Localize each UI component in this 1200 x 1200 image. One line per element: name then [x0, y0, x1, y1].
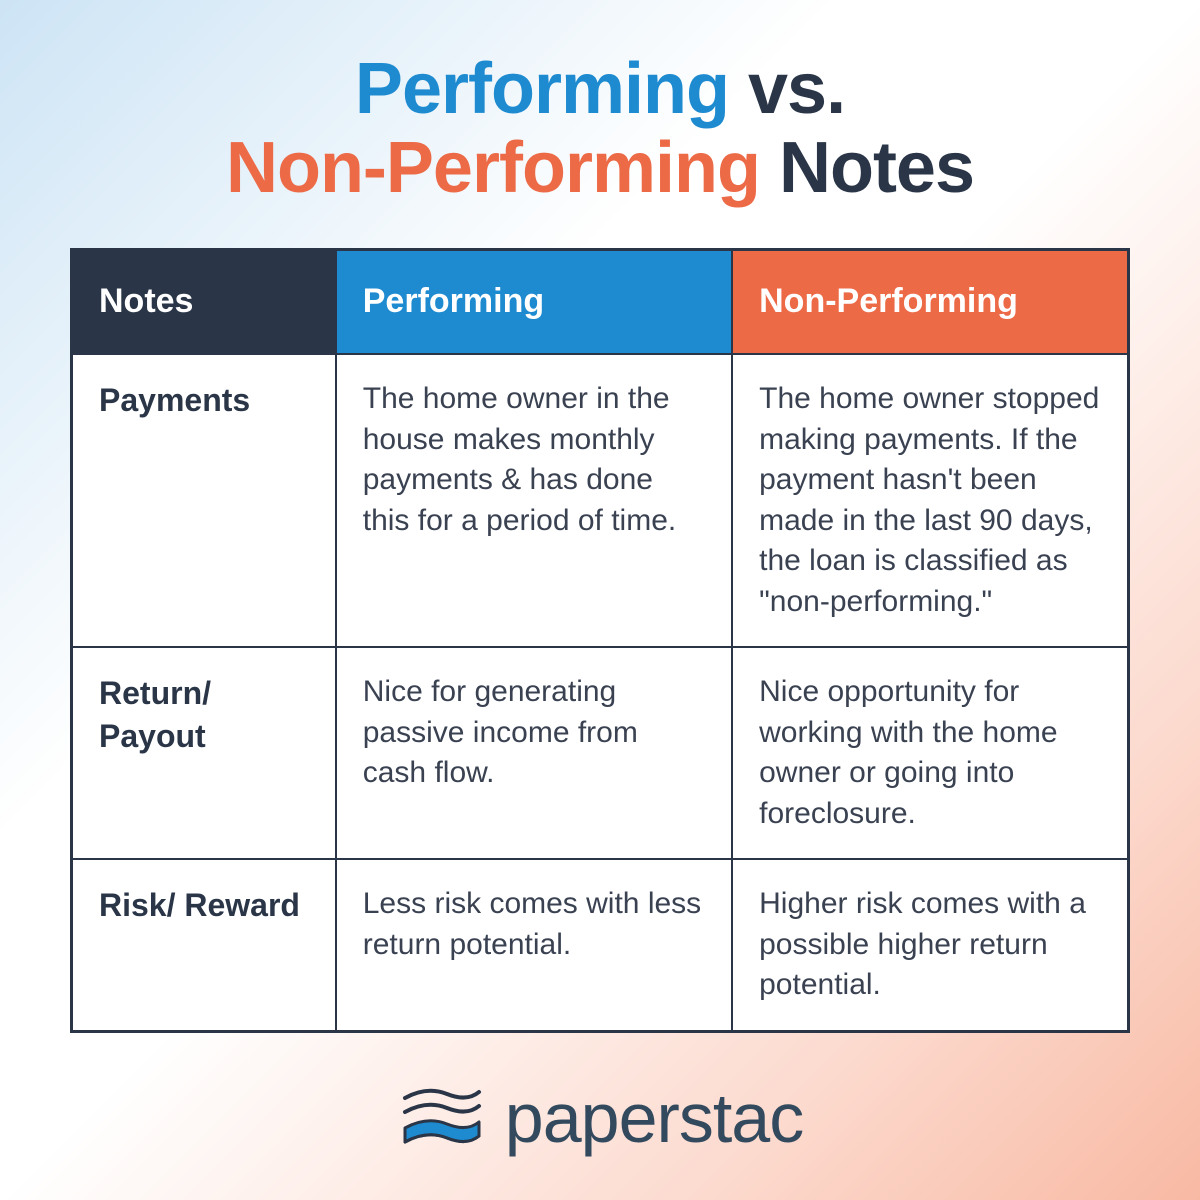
table-row: Return/ Payout Nice for generating passi…	[72, 647, 1129, 859]
table-row: Risk/ Reward Less risk comes with less r…	[72, 859, 1129, 1031]
title-word-performing: Performing	[355, 49, 729, 129]
table-row: Payments The home owner in the house mak…	[72, 354, 1129, 647]
cell-return-nonperforming: Nice opportunity for working with the ho…	[732, 647, 1128, 859]
cell-risk-nonperforming: Higher risk comes with a possible higher…	[732, 859, 1128, 1031]
row-label-return: Return/ Payout	[72, 647, 336, 859]
logo-container: paperstac	[70, 1078, 1130, 1163]
brand-logo: paperstac	[397, 1078, 803, 1158]
infographic-container: Performing vs. Non-Performing Notes Note…	[0, 0, 1200, 1200]
page-title: Performing vs. Non-Performing Notes	[70, 50, 1130, 208]
title-word-notes: Notes	[779, 128, 974, 208]
title-word-vs: vs.	[748, 49, 845, 129]
cell-risk-performing: Less risk comes with less return potenti…	[336, 859, 732, 1031]
brand-name: paperstac	[505, 1078, 803, 1158]
row-label-payments: Payments	[72, 354, 336, 647]
cell-payments-nonperforming: The home owner stopped making payments. …	[732, 354, 1128, 647]
cell-return-performing: Nice for generating passive income from …	[336, 647, 732, 859]
table-header-row: Notes Performing Non-Performing	[72, 250, 1129, 354]
header-notes: Notes	[72, 250, 336, 354]
row-label-risk: Risk/ Reward	[72, 859, 336, 1031]
paperstac-icon	[397, 1078, 487, 1158]
title-word-nonperforming: Non-Performing	[226, 128, 760, 208]
comparison-table: Notes Performing Non-Performing Payments…	[70, 248, 1130, 1032]
header-nonperforming: Non-Performing	[732, 250, 1128, 354]
header-performing: Performing	[336, 250, 732, 354]
cell-payments-performing: The home owner in the house makes monthl…	[336, 354, 732, 647]
